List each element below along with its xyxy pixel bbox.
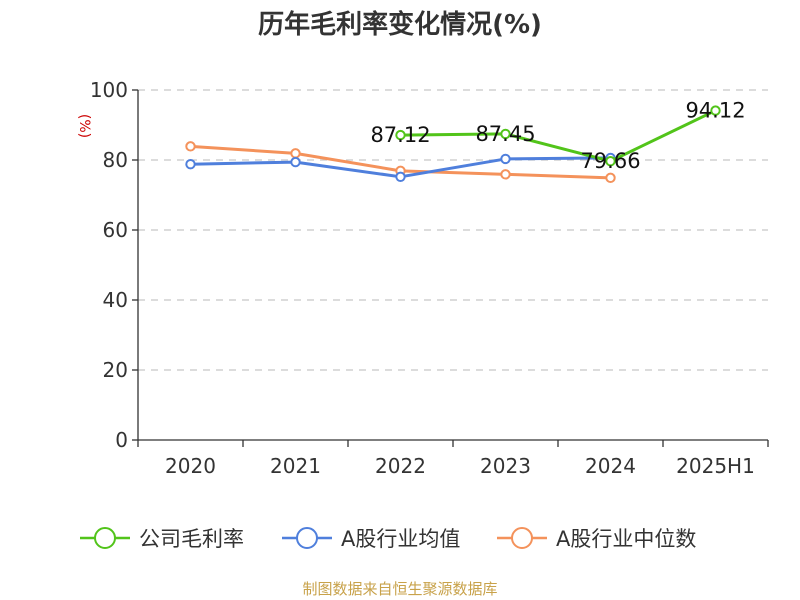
y-axis-label: (%) — [76, 114, 92, 138]
series-2 — [185, 141, 616, 184]
axes — [132, 89, 769, 447]
legend-marker-0 — [94, 527, 116, 549]
series-2-point-2020 — [185, 141, 196, 152]
x-tick-label-2021: 2021 — [270, 454, 321, 478]
legend-item-2: A股行业中位数 — [497, 527, 696, 551]
series-0-point-2023 — [500, 128, 511, 140]
series-1-point-2023 — [500, 153, 511, 165]
data-label-2024: 79.66 — [580, 149, 640, 173]
series-1-point-2020 — [185, 159, 196, 170]
series-2-point-2023 — [500, 169, 511, 180]
x-tick-label-2020: 2020 — [165, 454, 216, 478]
legend-label-1: A股行业均值 — [341, 527, 460, 551]
x-tick-label-2024: 2024 — [585, 454, 636, 478]
x-tick-label-2025H1: 2025H1 — [676, 454, 755, 478]
x-tick-labels: 2020 2021 2022 2023 2024 2025H1 — [165, 454, 755, 478]
data-label-2025H1: 94.12 — [685, 99, 745, 123]
y-tick-label-80: 80 — [103, 148, 128, 172]
series-0-point-2022 — [395, 129, 406, 141]
data-label-2023: 87.45 — [475, 122, 535, 146]
y-tick-label-60: 60 — [103, 218, 128, 242]
legend-marker-2 — [511, 527, 533, 549]
legend: 公司毛利率 A股行业均值 A股行业中位数 — [80, 527, 696, 551]
footer-source: 制图数据来自恒生聚源数据库 — [302, 580, 497, 598]
series-0-point-2025H1 — [710, 105, 721, 116]
series-1-point-2022 — [395, 171, 406, 183]
legend-item-1: A股行业均值 — [282, 527, 460, 551]
series-0-point-2024 — [605, 155, 616, 167]
y-tick-labels: 0 20 40 60 80 100 — [90, 78, 128, 452]
gridlines — [138, 89, 768, 371]
legend-label-0: 公司毛利率 — [139, 527, 244, 551]
legend-item-0: 公司毛利率 — [80, 527, 244, 551]
series-0 — [395, 105, 721, 167]
x-tick-label-2022: 2022 — [375, 454, 426, 478]
y-tick-label-100: 100 — [90, 78, 128, 102]
legend-label-2: A股行业中位数 — [556, 527, 696, 551]
series-group — [185, 105, 721, 184]
series-1-point-2021 — [290, 156, 301, 168]
x-tick-label-2023: 2023 — [480, 454, 531, 478]
data-labels: 87.12 87.45 79.66 94.12 — [370, 99, 745, 174]
series-line-0 — [400, 109, 717, 163]
y-tick-label-0: 0 — [115, 428, 128, 452]
legend-marker-1 — [296, 527, 318, 549]
data-label-2022: 87.12 — [370, 123, 430, 147]
chart-title: 历年毛利率变化情况(%) — [258, 9, 542, 40]
y-tick-label-20: 20 — [103, 358, 128, 382]
series-2-point-2024 — [605, 172, 616, 184]
series-2-point-2021 — [290, 148, 301, 159]
y-tick-label-40: 40 — [103, 288, 128, 312]
